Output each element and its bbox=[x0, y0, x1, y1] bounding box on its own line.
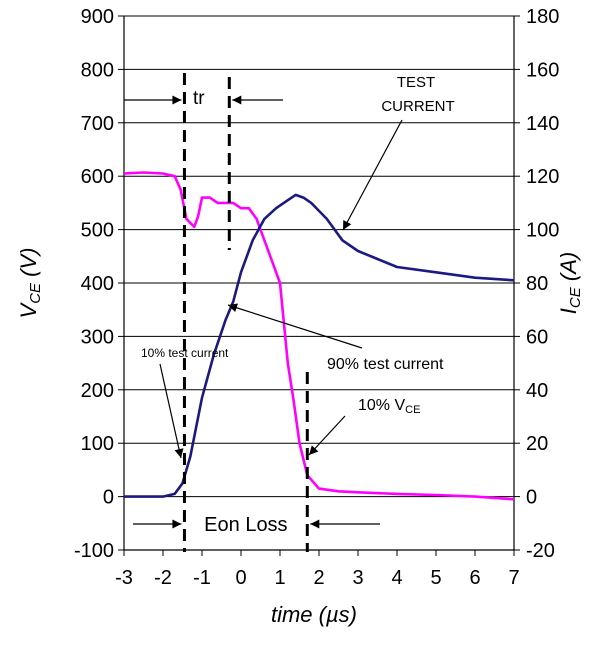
series-line-0 bbox=[123, 171, 515, 501]
eon-left-arrow-head bbox=[172, 519, 182, 529]
x-tick-label: 3 bbox=[352, 567, 363, 589]
y-right-tick-label: 140 bbox=[526, 113, 559, 135]
y-left-title-main: V bbox=[16, 301, 41, 318]
x-tick-label: 0 bbox=[235, 567, 246, 589]
x-tick-label: -1 bbox=[193, 567, 211, 589]
x-tick-label: 1 bbox=[274, 567, 285, 589]
y-right-tick-label: 60 bbox=[526, 326, 548, 348]
y-right-tick-label: 20 bbox=[526, 433, 548, 455]
ninety-pct-current-label: 90% test current bbox=[327, 356, 444, 373]
y-left-tick-label: 700 bbox=[81, 113, 114, 135]
y-left-tick-label: 400 bbox=[81, 273, 114, 295]
grid bbox=[124, 15, 514, 551]
x-tick-label: -2 bbox=[154, 567, 172, 589]
y-right-tick-label: 120 bbox=[526, 166, 559, 188]
y-left-tick-label: -100 bbox=[74, 540, 114, 562]
y-left-tick-label: 0 bbox=[103, 487, 114, 509]
x-tick-label: -3 bbox=[115, 567, 133, 589]
y-right-tick-label: 80 bbox=[526, 273, 548, 295]
test-current-arrow bbox=[342, 119, 403, 231]
annotations: tr TEST CURRENT 10% test current 90% test cu… bbox=[124, 74, 455, 536]
y-right-tick-label: 40 bbox=[526, 380, 548, 402]
y-left-title-sub: CE bbox=[27, 282, 44, 304]
ten-pct-vce-arrow-head bbox=[309, 445, 319, 455]
y-right-title-unit: (A) bbox=[556, 252, 581, 287]
ninety-pct-current-arrow-head bbox=[228, 303, 238, 313]
x-tick-label: 7 bbox=[508, 567, 519, 589]
y-right-axis-title: ICE (A) bbox=[556, 252, 584, 314]
test-current-label-line1: TEST bbox=[397, 74, 435, 91]
markers bbox=[182, 73, 309, 552]
y-right-tick-label: 160 bbox=[526, 59, 559, 81]
y-right-title-sub: CE bbox=[567, 286, 584, 308]
y-left-axis-title: VCE (V) bbox=[16, 248, 44, 319]
tr-label: tr bbox=[193, 88, 205, 109]
x-axis-title: time (µs) bbox=[271, 602, 357, 627]
ten-pct-current-label: 10% test current bbox=[141, 346, 229, 360]
x-tick-label: 5 bbox=[430, 567, 441, 589]
y-left-title-unit: (V) bbox=[16, 248, 41, 283]
y-right-title-main: I bbox=[556, 308, 581, 314]
ninety-pct-current-arrow bbox=[227, 304, 363, 349]
tr-left-arrow-head bbox=[172, 95, 182, 105]
ten-pct-current-arrow-head bbox=[174, 448, 184, 458]
x-tick-label: 6 bbox=[469, 567, 480, 589]
eon-right-arrow-head bbox=[310, 519, 320, 529]
axis-titles: VCE (V)ICE (A)time (µs) bbox=[16, 248, 584, 627]
ticks: -1000100200300400500600700800900-2002040… bbox=[74, 6, 559, 589]
tr-right-arrow-head bbox=[232, 95, 242, 105]
y-left-tick-label: 800 bbox=[81, 59, 114, 81]
test-current-arrow-head bbox=[343, 219, 352, 230]
y-left-tick-label: 300 bbox=[81, 326, 114, 348]
ten-pct-vce-main: 10% V bbox=[358, 397, 405, 414]
y-right-tick-label: -20 bbox=[526, 540, 555, 562]
x-tick-label: 2 bbox=[313, 567, 324, 589]
y-right-tick-label: 100 bbox=[526, 220, 559, 242]
x-tick-label: 4 bbox=[391, 567, 402, 589]
ten-pct-vce-sub: CE bbox=[405, 404, 420, 416]
y-right-tick-label: 0 bbox=[526, 487, 537, 509]
y-left-tick-label: 600 bbox=[81, 166, 114, 188]
ten-pct-vce-label: 10% VCE bbox=[358, 397, 420, 416]
test-current-label-line2: CURRENT bbox=[381, 98, 454, 115]
y-left-tick-label: 500 bbox=[81, 220, 114, 242]
y-left-tick-label: 100 bbox=[81, 433, 114, 455]
y-left-tick-label: 200 bbox=[81, 380, 114, 402]
eon-loss-label: Eon Loss bbox=[204, 514, 287, 536]
y-right-tick-label: 180 bbox=[526, 6, 559, 28]
y-left-tick-label: 900 bbox=[81, 6, 114, 28]
ten-pct-current-arrow bbox=[159, 363, 182, 459]
